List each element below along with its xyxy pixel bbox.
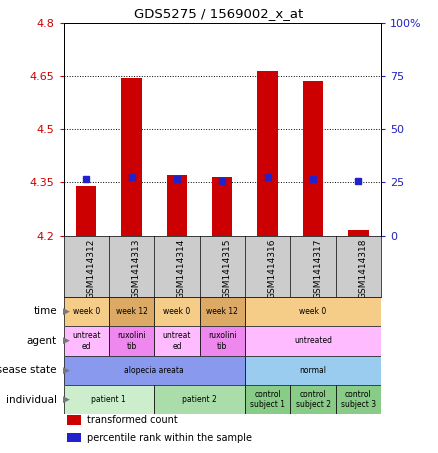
Text: GSM1414318: GSM1414318 [358, 239, 367, 299]
Text: control
subject 3: control subject 3 [341, 390, 376, 410]
Text: transformed count: transformed count [87, 415, 178, 425]
Bar [121, 77, 142, 236]
Text: untreat
ed: untreat ed [162, 331, 191, 351]
Bar [245, 385, 290, 414]
Bar [245, 297, 381, 326]
Bar [64, 356, 245, 385]
Bar [303, 81, 323, 236]
Text: time: time [33, 306, 57, 317]
Text: week 0: week 0 [73, 307, 100, 316]
Bar [67, 433, 81, 442]
Bar [245, 326, 381, 356]
Text: week 12: week 12 [206, 307, 238, 316]
Bar [67, 415, 81, 425]
Text: percentile rank within the sample: percentile rank within the sample [87, 433, 252, 443]
Text: ▶: ▶ [63, 395, 70, 404]
Bar [167, 175, 187, 236]
Text: alopecia areata: alopecia areata [124, 366, 184, 375]
Bar [200, 326, 245, 356]
Text: untreated: untreated [294, 337, 332, 345]
Text: untreat
ed: untreat ed [72, 331, 100, 351]
Text: ▶: ▶ [63, 366, 70, 375]
Text: ▶: ▶ [63, 337, 70, 345]
Text: GSM1414312: GSM1414312 [86, 239, 95, 299]
Bar [290, 385, 336, 414]
Text: GSM1414315: GSM1414315 [223, 239, 231, 299]
Text: GSM1414314: GSM1414314 [177, 239, 186, 299]
Bar [212, 177, 233, 236]
Bar [64, 326, 109, 356]
Bar [336, 385, 381, 414]
Bar [258, 71, 278, 236]
Text: GDS5275 / 1569002_x_at: GDS5275 / 1569002_x_at [134, 7, 304, 20]
Text: ▶: ▶ [63, 307, 70, 316]
Text: normal: normal [300, 366, 326, 375]
Bar [109, 326, 154, 356]
Text: agent: agent [27, 336, 57, 346]
Text: control
subject 1: control subject 1 [250, 390, 285, 410]
Bar [200, 297, 245, 326]
Text: patient 2: patient 2 [182, 395, 217, 404]
Bar [154, 326, 200, 356]
Bar [154, 297, 200, 326]
Bar [154, 385, 245, 414]
Text: GSM1414316: GSM1414316 [268, 239, 277, 299]
Text: disease state: disease state [0, 365, 57, 376]
Text: GSM1414313: GSM1414313 [131, 239, 141, 299]
Text: ruxolini
tib: ruxolini tib [117, 331, 146, 351]
Bar [245, 356, 381, 385]
Text: week 12: week 12 [116, 307, 148, 316]
Text: control
subject 2: control subject 2 [296, 390, 331, 410]
Bar [109, 297, 154, 326]
Text: week 0: week 0 [300, 307, 327, 316]
Bar [64, 297, 109, 326]
Bar [64, 385, 154, 414]
Text: week 0: week 0 [163, 307, 191, 316]
Text: patient 1: patient 1 [92, 395, 126, 404]
Text: GSM1414317: GSM1414317 [313, 239, 322, 299]
Bar [76, 186, 96, 236]
Text: individual: individual [6, 395, 57, 405]
Text: ruxolini
tib: ruxolini tib [208, 331, 237, 351]
Bar [348, 230, 369, 236]
